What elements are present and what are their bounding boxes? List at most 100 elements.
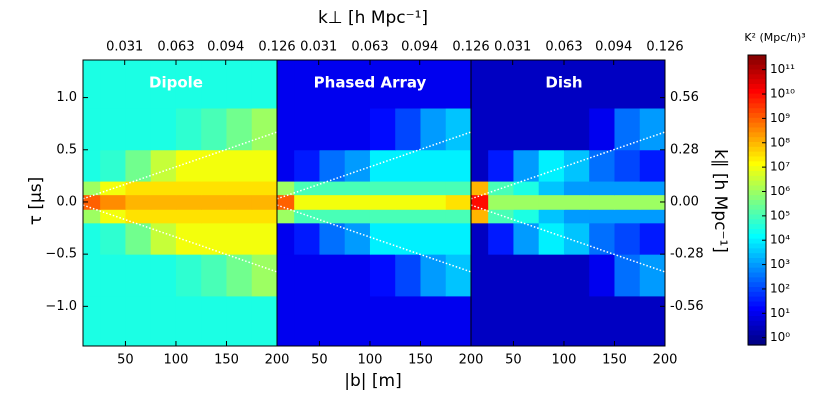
heatmap-cell — [226, 194, 253, 210]
colorbar-swatch — [748, 282, 766, 288]
colorbar-swatch — [748, 306, 766, 312]
x-tick-label: 200 — [653, 353, 678, 368]
heatmap-cell — [538, 209, 565, 224]
colorbar-swatch — [748, 190, 766, 196]
heatmap-cell — [639, 209, 666, 224]
colorbar-swatch — [748, 79, 766, 85]
heatmap-cell — [395, 149, 421, 182]
colorbar-swatch — [748, 161, 766, 167]
heatmap-cell — [83, 209, 101, 224]
heatmap-cell — [100, 60, 126, 109]
colorbar-swatch — [748, 243, 766, 249]
heatmap-cell — [538, 222, 565, 255]
heatmap-cell — [277, 222, 295, 255]
heatmap-cell — [538, 181, 565, 196]
colorbar-swatch — [748, 74, 766, 80]
heatmap-cell — [445, 181, 472, 196]
heatmap-cell — [201, 222, 227, 255]
heatmap-cell — [226, 149, 253, 182]
heatmap-cell — [445, 209, 472, 224]
colorbar-tick-label: 10¹⁰ — [770, 87, 795, 101]
colorbar-swatch — [748, 335, 766, 341]
colorbar-swatch — [748, 59, 766, 66]
heatmap-cell — [420, 295, 447, 347]
heatmap-cell — [277, 295, 295, 347]
colorbar-swatch — [748, 233, 766, 240]
heatmap-cell — [344, 181, 371, 196]
heatmap-cell — [395, 181, 421, 196]
colorbar-swatch — [748, 267, 766, 274]
heatmap-cell — [125, 60, 152, 109]
x-tick-label: 50 — [117, 353, 134, 368]
heatmap-cell — [201, 254, 227, 297]
x-tick-label: 50 — [505, 353, 522, 368]
x-tick-label: 150 — [214, 353, 239, 368]
colorbar-tick-label: 10⁷ — [770, 160, 790, 174]
heatmap-cell — [175, 295, 202, 347]
heatmap-cell — [83, 295, 101, 347]
colorbar-swatch — [748, 219, 766, 225]
colorbar-tick-label: 10⁹ — [770, 111, 790, 125]
colorbar-swatch — [748, 229, 766, 235]
heatmap-cell — [125, 209, 152, 224]
colorbar-swatch — [748, 214, 766, 220]
heatmap-cell — [445, 295, 472, 347]
colorbar-swatch — [748, 204, 766, 211]
colorbar-swatch — [748, 132, 766, 138]
heatmap-cell — [294, 254, 320, 297]
heatmap-cell — [538, 194, 565, 210]
heatmap-cell — [201, 181, 227, 196]
heatmap-cell — [639, 194, 666, 210]
y2-tick-label: 0.00 — [670, 194, 699, 209]
heatmap-cell — [395, 254, 421, 297]
x2-tick-label: 0.063 — [157, 40, 194, 55]
heatmap-cell — [420, 181, 447, 196]
x-axis-label: |b| [m] — [344, 371, 401, 391]
heatmap-cell — [201, 295, 227, 347]
heatmap-cell — [100, 295, 126, 347]
heatmap-cell — [344, 295, 371, 347]
heatmap-cell — [639, 254, 666, 297]
heatmap-cell — [294, 295, 320, 347]
heatmap-cell — [513, 209, 540, 224]
heatmap-cell — [251, 194, 278, 210]
heatmap-cell — [513, 295, 540, 347]
heatmap-cell — [251, 108, 278, 151]
heatmap-cell — [100, 149, 126, 182]
heatmap-cell — [83, 60, 101, 109]
heatmap-cell — [614, 181, 641, 196]
colorbar-swatch — [748, 200, 766, 206]
heatmap-cell — [344, 209, 371, 224]
heatmap-cell — [251, 254, 278, 297]
heatmap-cell — [471, 149, 489, 182]
colorbar-swatch — [748, 98, 766, 104]
heatmap-cell — [344, 149, 371, 182]
colorbar-tick-label: 10⁶ — [770, 184, 790, 198]
heatmap-cell — [395, 60, 421, 109]
x2-tick-label: 0.094 — [401, 40, 438, 55]
colorbar-swatch — [748, 296, 766, 303]
panel-title: Dipole — [149, 74, 203, 92]
heatmap-cell — [201, 60, 227, 109]
heatmap-cell — [471, 60, 489, 109]
heatmap-cell — [538, 295, 565, 347]
heatmap-cell — [83, 222, 101, 255]
heatmap-cell — [294, 222, 320, 255]
colorbar-swatch — [748, 248, 766, 254]
heatmap-cell — [614, 295, 641, 347]
colorbar-swatch — [748, 117, 766, 124]
panel-frame — [470, 59, 666, 347]
heatmap-cell — [100, 209, 126, 224]
colorbar-swatch — [748, 209, 766, 216]
heatmap-cell — [294, 108, 320, 151]
y2-tick-label: -0.28 — [670, 247, 704, 262]
heatmap-cell — [319, 108, 346, 151]
heatmap-cell — [226, 108, 253, 151]
x2-tick-label: 0.031 — [106, 40, 143, 55]
x2-tick-label: 0.031 — [494, 40, 531, 55]
x2-tick-label: 0.094 — [207, 40, 244, 55]
colorbar-swatch — [748, 137, 766, 143]
heatmap-cell — [125, 181, 152, 196]
heatmap-cell — [420, 194, 447, 210]
heatmap-cell — [614, 209, 641, 224]
